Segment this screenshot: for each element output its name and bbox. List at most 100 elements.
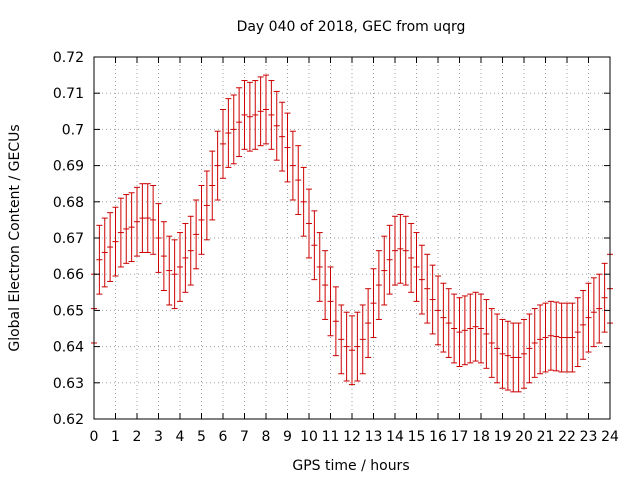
- data-point: [171, 239, 178, 310]
- data-point: [413, 232, 420, 302]
- y-tick-labels: 0.62 0.63 0.64 0.65 0.66 0.67 0.68 0.69 0.7 0.71 0…: [53, 50, 84, 428]
- data-point: [96, 224, 103, 295]
- data-point: [117, 197, 124, 268]
- x-tick-label: 20: [515, 429, 533, 445]
- y-tick-label: 0.66: [53, 267, 84, 283]
- data-point: [585, 282, 592, 353]
- y-tick-label: 0.64: [53, 340, 84, 356]
- data-point: [246, 81, 253, 152]
- x-tick-label: 24: [601, 429, 619, 445]
- data-point: [515, 322, 522, 393]
- data-point: [375, 250, 382, 320]
- x-tick-label: 17: [451, 429, 469, 445]
- data-point: [445, 288, 452, 358]
- data-point: [257, 76, 264, 147]
- data-point: [273, 90, 280, 161]
- x-tick-label: 19: [494, 429, 512, 445]
- data-point: [300, 166, 307, 237]
- data-point: [402, 215, 409, 286]
- data-point: [569, 302, 576, 373]
- x-tick-labels: 0 1 2 3 4 5 6 7 8 9 10 11 12 13 14 15 16 17 18 19 20 21 22 23 24: [90, 429, 619, 445]
- x-tick-label: 13: [365, 429, 383, 445]
- data-point: [429, 264, 436, 335]
- data-point: [472, 291, 479, 362]
- data-point: [155, 203, 162, 273]
- data-point: [144, 183, 151, 253]
- x-tick-label: 6: [219, 429, 228, 445]
- data-point: [365, 288, 372, 358]
- data-point: [150, 185, 157, 255]
- data-point: [558, 302, 565, 373]
- x-tick-label: 18: [472, 429, 490, 445]
- data-point: [386, 224, 393, 295]
- x-tick-label: 12: [343, 429, 361, 445]
- data-point: [332, 286, 339, 357]
- x-tick-label: 0: [90, 429, 99, 445]
- x-tick-label: 1: [111, 429, 120, 445]
- data-point: [209, 150, 216, 221]
- y-tick-label: 0.68: [53, 195, 84, 211]
- data-point: [327, 266, 334, 337]
- data-point: [268, 80, 275, 150]
- data-point: [526, 313, 533, 384]
- data-point: [408, 223, 415, 293]
- data-point: [311, 210, 318, 281]
- data-point: [590, 277, 597, 348]
- data-point: [316, 232, 323, 302]
- data-point: [418, 244, 425, 315]
- data-point: [467, 293, 474, 364]
- data-point: [322, 250, 329, 320]
- x-tick-label: 8: [262, 429, 271, 445]
- data-point: [252, 80, 259, 150]
- y-tick-label: 0.69: [53, 159, 84, 175]
- data-point: [461, 295, 468, 366]
- data-point: [225, 98, 232, 168]
- data-point: [203, 170, 210, 241]
- data-point: [547, 300, 554, 371]
- data-point: [596, 273, 603, 344]
- data-point: [182, 223, 189, 293]
- chart-title: Day 040 of 2018, GEC from uqrg: [237, 19, 466, 35]
- data-point: [139, 183, 146, 253]
- data-point: [440, 282, 447, 353]
- data-point: [284, 112, 291, 183]
- data-point: [564, 302, 570, 373]
- data-point: [193, 199, 200, 270]
- data-point: [601, 262, 608, 333]
- data-point: [187, 215, 194, 286]
- data-point: [451, 293, 458, 364]
- data-point: [306, 188, 312, 259]
- y-tick-label: 0.71: [53, 86, 84, 102]
- x-tick-label: 9: [283, 429, 292, 445]
- data-point: [166, 235, 173, 306]
- y-tick-label: 0.62: [53, 412, 84, 428]
- ticks: [93, 56, 611, 420]
- data-point: [537, 304, 544, 375]
- data-point: [279, 101, 286, 172]
- data-point: [359, 304, 366, 375]
- data-point: [435, 275, 441, 346]
- data-point: [510, 322, 517, 393]
- data-point: [338, 304, 345, 375]
- data-point: [504, 320, 511, 391]
- y-tick-label: 0.65: [53, 303, 84, 319]
- data-point: [488, 308, 495, 378]
- data-point: [289, 130, 296, 201]
- x-tick-label: 15: [408, 429, 426, 445]
- data-point: [236, 87, 243, 158]
- data-point: [456, 297, 463, 368]
- data-point: [483, 299, 490, 369]
- data-point: [112, 206, 119, 277]
- error-bars: [91, 74, 613, 393]
- y-axis-label: Global Electron Content / GECUs: [7, 124, 23, 351]
- x-tick-label: 23: [580, 429, 598, 445]
- data-point: [553, 301, 560, 372]
- x-tick-label: 7: [240, 429, 249, 445]
- data-point: [392, 215, 398, 286]
- x-tick-label: 10: [300, 429, 318, 445]
- y-tick-label: 0.7: [62, 122, 84, 138]
- data-point: [134, 186, 140, 257]
- data-point: [354, 311, 361, 382]
- data-point: [241, 80, 248, 150]
